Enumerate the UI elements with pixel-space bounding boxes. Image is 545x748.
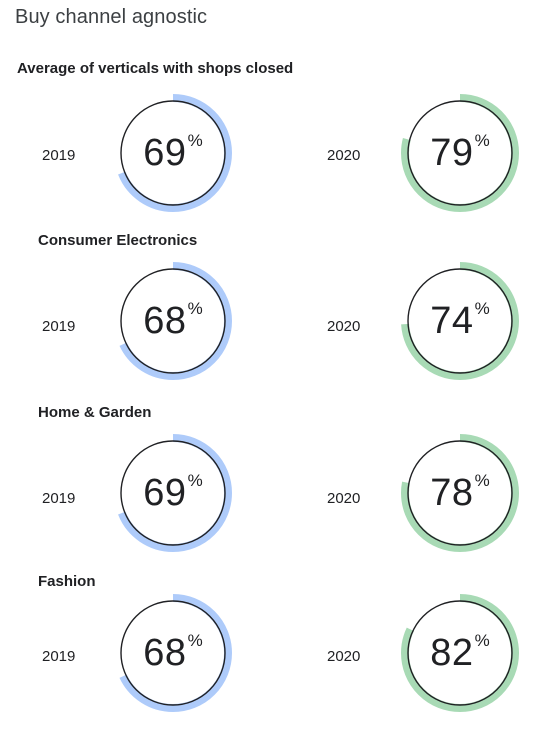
progress-arc [114, 94, 232, 212]
year-label-2020: 2020 [327, 648, 361, 665]
section-consumer-electronics: Consumer Electronics 2019 68% 2020 74% [0, 232, 545, 407]
donut-2019: 69% [108, 88, 238, 218]
donut-svg [401, 594, 519, 712]
percent-sign: % [187, 631, 203, 650]
page-title: Buy channel agnostic [15, 6, 208, 28]
section-average-verticals: Average of verticals with shops closed 2… [0, 60, 545, 235]
outline-ring [120, 100, 226, 206]
progress-arc [401, 594, 519, 712]
donut-svg [401, 434, 519, 552]
year-label-2020: 2020 [327, 147, 361, 164]
year-label-2020: 2020 [327, 490, 361, 507]
year-label-2019: 2019 [42, 318, 76, 335]
percent-value: 69 [143, 131, 187, 174]
progress-arc [401, 434, 519, 552]
section-fashion: Fashion 2019 68% 2020 82% [0, 573, 545, 748]
percent-value: 68 [143, 299, 187, 342]
percent-sign: % [187, 131, 203, 150]
donut-2020: 74% [395, 256, 525, 386]
outline-ring [407, 600, 513, 706]
percent-sign: % [187, 299, 203, 318]
progress-arc [114, 594, 232, 712]
donut-2020: 79% [395, 88, 525, 218]
year-label-2019: 2019 [42, 147, 76, 164]
year-label-2019: 2019 [42, 648, 76, 665]
donut-svg [401, 94, 519, 212]
percent-value: 78 [430, 471, 474, 514]
percent-value: 68 [143, 631, 187, 674]
section-heading: Home & Garden [38, 404, 152, 421]
percent-value: 69 [143, 471, 187, 514]
progress-arc [114, 262, 232, 380]
percent-value: 74 [430, 299, 474, 342]
outline-ring [407, 440, 513, 546]
outline-ring [120, 600, 226, 706]
progress-arc [114, 434, 232, 552]
progress-arc [401, 262, 519, 380]
section-heading: Average of verticals with shops closed [17, 60, 294, 77]
donut-2019: 69% [108, 428, 238, 558]
donut-svg [114, 434, 232, 552]
percent-sign: % [187, 471, 203, 490]
percent-sign: % [474, 299, 490, 318]
progress-arc [401, 94, 519, 212]
percent-sign: % [474, 631, 490, 650]
outline-ring [407, 268, 513, 374]
donut-2020: 78% [395, 428, 525, 558]
percent-value: 79 [430, 131, 474, 174]
donut-svg [401, 262, 519, 380]
year-label-2020: 2020 [327, 318, 361, 335]
outline-ring [407, 100, 513, 206]
donut-2019: 68% [108, 256, 238, 386]
outline-ring [120, 440, 226, 546]
section-home-garden: Home & Garden 2019 69% 2020 78% [0, 404, 545, 579]
section-heading: Consumer Electronics [38, 232, 198, 249]
percent-sign: % [474, 131, 490, 150]
section-heading: Fashion [38, 573, 96, 590]
donut-svg [114, 594, 232, 712]
donut-svg [114, 262, 232, 380]
donut-svg [114, 94, 232, 212]
year-label-2019: 2019 [42, 490, 76, 507]
outline-ring [120, 268, 226, 374]
donut-2020: 82% [395, 588, 525, 718]
donut-2019: 68% [108, 588, 238, 718]
percent-value: 82 [430, 631, 474, 674]
percent-sign: % [474, 471, 490, 490]
